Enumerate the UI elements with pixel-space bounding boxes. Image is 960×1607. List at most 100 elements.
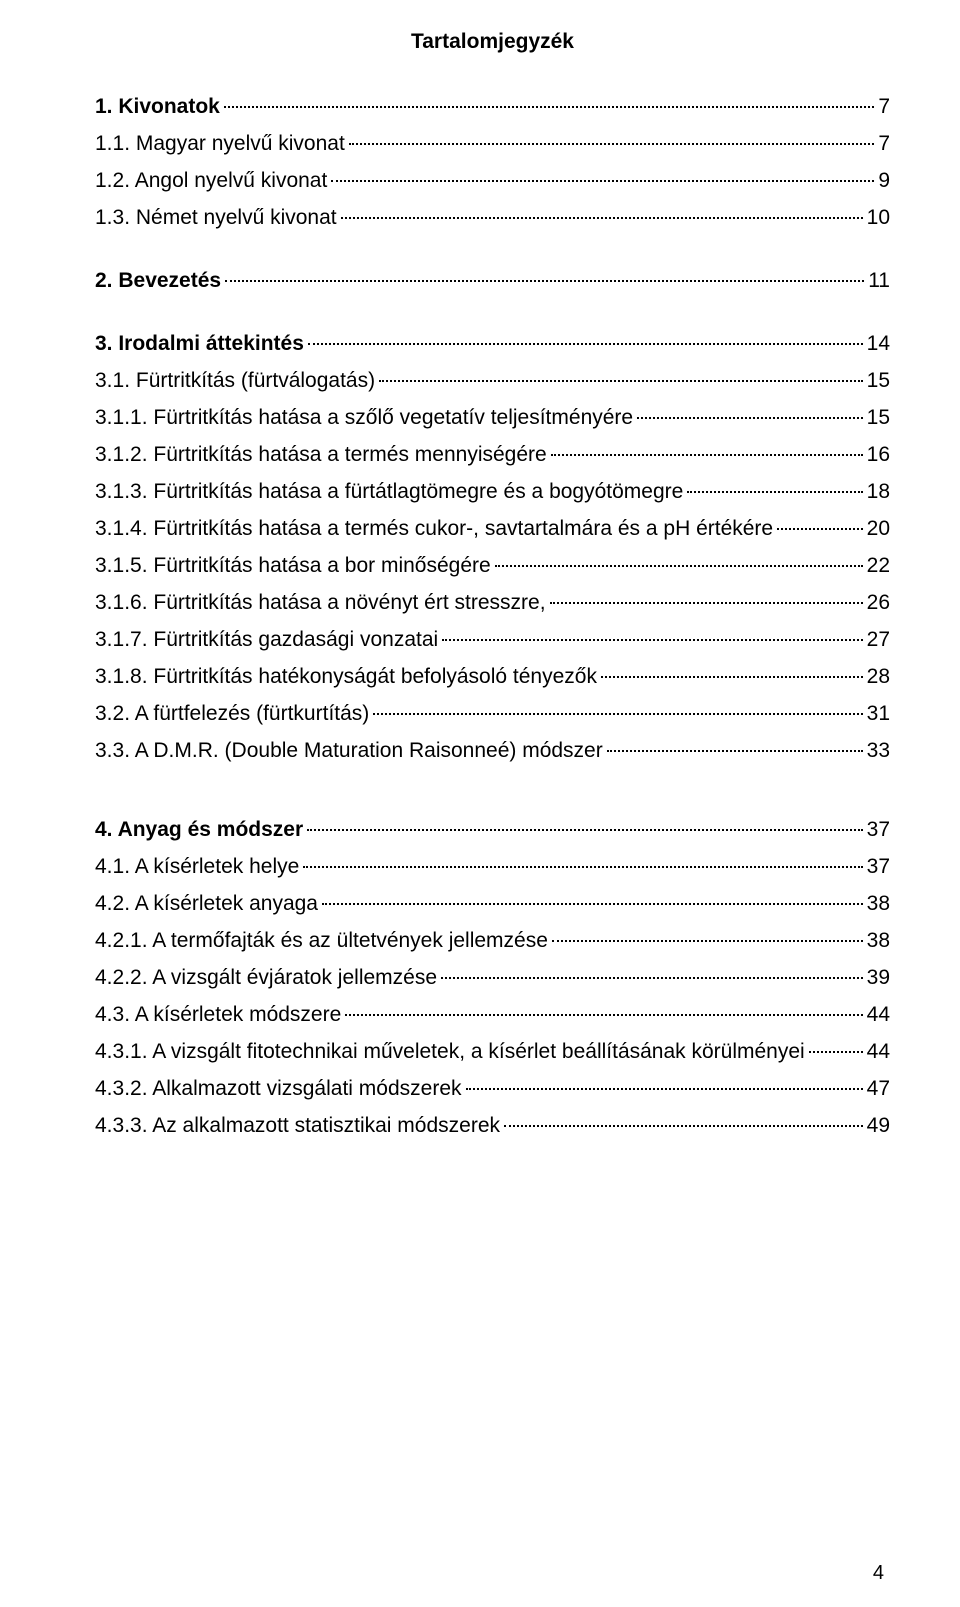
toc-leader-dots — [224, 106, 874, 108]
toc-entry-page: 20 — [867, 518, 890, 539]
toc-entry[interactable]: 3.1.7. Fürtritkítás gazdasági vonzatai 2… — [95, 629, 890, 650]
toc-entry-page: 38 — [867, 893, 890, 914]
toc-leader-dots — [331, 180, 874, 182]
toc-entry-page: 15 — [867, 370, 890, 391]
toc-entry[interactable]: 4. Anyag és módszer 37 — [95, 819, 890, 840]
toc-leader-dots — [307, 829, 863, 831]
toc-entry[interactable]: 3.1. Fürtritkítás (fürtválogatás) 15 — [95, 370, 890, 391]
toc-entry-page: 37 — [867, 856, 890, 877]
toc-entry-label: 3.1.2. Fürtritkítás hatása a termés menn… — [95, 444, 547, 465]
toc-entry[interactable]: 1. Kivonatok 7 — [95, 96, 890, 117]
toc-entry[interactable]: 3.3. A D.M.R. (Double Maturation Raisonn… — [95, 740, 890, 761]
toc-entry-label: 4.2.2. A vizsgált évjáratok jellemzése — [95, 967, 437, 988]
toc-leader-dots — [225, 280, 864, 282]
toc-leader-dots — [551, 454, 863, 456]
toc-entry-page: 44 — [867, 1041, 890, 1062]
toc-entry-page: 7 — [878, 96, 890, 117]
toc-entry-page: 22 — [867, 555, 890, 576]
toc-entry-page: 39 — [867, 967, 890, 988]
toc-entry[interactable]: 3.1.5. Fürtritkítás hatása a bor minőség… — [95, 555, 890, 576]
toc-entry[interactable]: 3.1.4. Fürtritkítás hatása a termés cuko… — [95, 518, 890, 539]
toc-entry-page: 14 — [867, 333, 890, 354]
toc-entry-page: 33 — [867, 740, 890, 761]
toc-entry-label: 3.1.6. Fürtritkítás hatása a növényt ért… — [95, 592, 546, 613]
toc-entry[interactable]: 3.1.8. Fürtritkítás hatékonyságát befoly… — [95, 666, 890, 687]
toc-entry[interactable]: 4.3.3. Az alkalmazott statisztikai módsz… — [95, 1115, 890, 1136]
toc-entry-label: 1.3. Német nyelvű kivonat — [95, 207, 337, 228]
toc-leader-dots — [322, 903, 863, 905]
toc-leader-dots — [441, 977, 863, 979]
toc-entry-page: 31 — [867, 703, 890, 724]
toc-entry-label: 1. Kivonatok — [95, 96, 220, 117]
toc-entry-label: 2. Bevezetés — [95, 270, 221, 291]
toc-entry-label: 3.1.4. Fürtritkítás hatása a termés cuko… — [95, 518, 773, 539]
toc-entry[interactable]: 3.1.3. Fürtritkítás hatása a fürtátlagtö… — [95, 481, 890, 502]
toc-entry[interactable]: 4.2. A kísérletek anyaga 38 — [95, 893, 890, 914]
toc-leader-dots — [442, 639, 862, 641]
toc-entry[interactable]: 1.2. Angol nyelvű kivonat 9 — [95, 170, 890, 191]
toc-entry-label: 4.2.1. A termőfajták és az ültetvények j… — [95, 930, 548, 951]
toc-entry[interactable]: 4.2.1. A termőfajták és az ültetvények j… — [95, 930, 890, 951]
toc-title: Tartalomjegyzék — [95, 30, 890, 54]
toc-entry[interactable]: 4.3.1. A vizsgált fitotechnikai művelete… — [95, 1041, 890, 1062]
toc-leader-dots — [379, 380, 863, 382]
toc-entry[interactable]: 1.1. Magyar nyelvű kivonat 7 — [95, 133, 890, 154]
toc-entry-page: 10 — [867, 207, 890, 228]
toc-entry-label: 3.1.5. Fürtritkítás hatása a bor minőség… — [95, 555, 491, 576]
toc-entry-page: 38 — [867, 930, 890, 951]
toc-entry-label: 4.3.3. Az alkalmazott statisztikai módsz… — [95, 1115, 500, 1136]
toc-entry-page: 15 — [867, 407, 890, 428]
toc-leader-dots — [550, 602, 863, 604]
toc-entry[interactable]: 4.1. A kísérletek helye 37 — [95, 856, 890, 877]
toc-entry-label: 3.2. A fürtfelezés (fürtkurtítás) — [95, 703, 369, 724]
toc-entry-label: 4.1. A kísérletek helye — [95, 856, 299, 877]
toc-entry-page: 47 — [867, 1078, 890, 1099]
toc-leader-dots — [607, 750, 863, 752]
document-page: Tartalomjegyzék 1. Kivonatok 7 1.1. Magya… — [0, 0, 960, 1607]
toc-leader-dots — [809, 1051, 863, 1053]
toc-entry-label: 4.3.2. Alkalmazott vizsgálati módszerek — [95, 1078, 462, 1099]
toc-entry-label: 3. Irodalmi áttekintés — [95, 333, 304, 354]
toc-leader-dots — [504, 1125, 863, 1127]
toc-entry-page: 16 — [867, 444, 890, 465]
toc-entry-label: 4.3.1. A vizsgált fitotechnikai művelete… — [95, 1041, 805, 1062]
toc-entry-page: 28 — [867, 666, 890, 687]
toc-leader-dots — [345, 1014, 862, 1016]
toc-entry-label: 3.1.8. Fürtritkítás hatékonyságát befoly… — [95, 666, 597, 687]
toc-entry-label: 3.1.7. Fürtritkítás gazdasági vonzatai — [95, 629, 438, 650]
toc-leader-dots — [777, 528, 863, 530]
toc-leader-dots — [373, 713, 862, 715]
toc-entry-label: 3.1.1. Fürtritkítás hatása a szőlő veget… — [95, 407, 633, 428]
toc-entry[interactable]: 3.1.6. Fürtritkítás hatása a növényt ért… — [95, 592, 890, 613]
toc-leader-dots — [601, 676, 863, 678]
toc-entry[interactable]: 2. Bevezetés 11 — [95, 270, 890, 291]
toc-entry-label: 4. Anyag és módszer — [95, 819, 303, 840]
toc-leader-dots — [466, 1088, 863, 1090]
toc-entry[interactable]: 3. Irodalmi áttekintés 14 — [95, 333, 890, 354]
toc-entry-page: 37 — [867, 819, 890, 840]
toc-entry-label: 4.2. A kísérletek anyaga — [95, 893, 318, 914]
toc-leader-dots — [637, 417, 863, 419]
toc-entry-label: 3.1.3. Fürtritkítás hatása a fürtátlagtö… — [95, 481, 683, 502]
toc-entry[interactable]: 3.2. A fürtfelezés (fürtkurtítás) 31 — [95, 703, 890, 724]
toc-leader-dots — [308, 343, 863, 345]
toc-leader-dots — [303, 866, 862, 868]
toc-list: 1. Kivonatok 7 1.1. Magyar nyelvű kivonat… — [95, 96, 890, 1136]
toc-entry[interactable]: 4.3. A kísérletek módszere 44 — [95, 1004, 890, 1025]
toc-entry-label: 1.2. Angol nyelvű kivonat — [95, 170, 327, 191]
toc-entry[interactable]: 4.3.2. Alkalmazott vizsgálati módszerek … — [95, 1078, 890, 1099]
toc-entry-page: 44 — [867, 1004, 890, 1025]
toc-entry[interactable]: 1.3. Német nyelvű kivonat 10 — [95, 207, 890, 228]
toc-leader-dots — [341, 217, 863, 219]
toc-leader-dots — [552, 940, 863, 942]
toc-entry-label: 1.1. Magyar nyelvű kivonat — [95, 133, 345, 154]
toc-entry[interactable]: 3.1.2. Fürtritkítás hatása a termés menn… — [95, 444, 890, 465]
toc-entry[interactable]: 3.1.1. Fürtritkítás hatása a szőlő veget… — [95, 407, 890, 428]
toc-entry-page: 49 — [867, 1115, 890, 1136]
toc-entry-page: 11 — [868, 270, 890, 291]
toc-entry-page: 18 — [867, 481, 890, 502]
page-number: 4 — [873, 1562, 884, 1585]
toc-entry[interactable]: 4.2.2. A vizsgált évjáratok jellemzése 3… — [95, 967, 890, 988]
toc-entry-label: 3.1. Fürtritkítás (fürtválogatás) — [95, 370, 375, 391]
toc-entry-label: 4.3. A kísérletek módszere — [95, 1004, 341, 1025]
